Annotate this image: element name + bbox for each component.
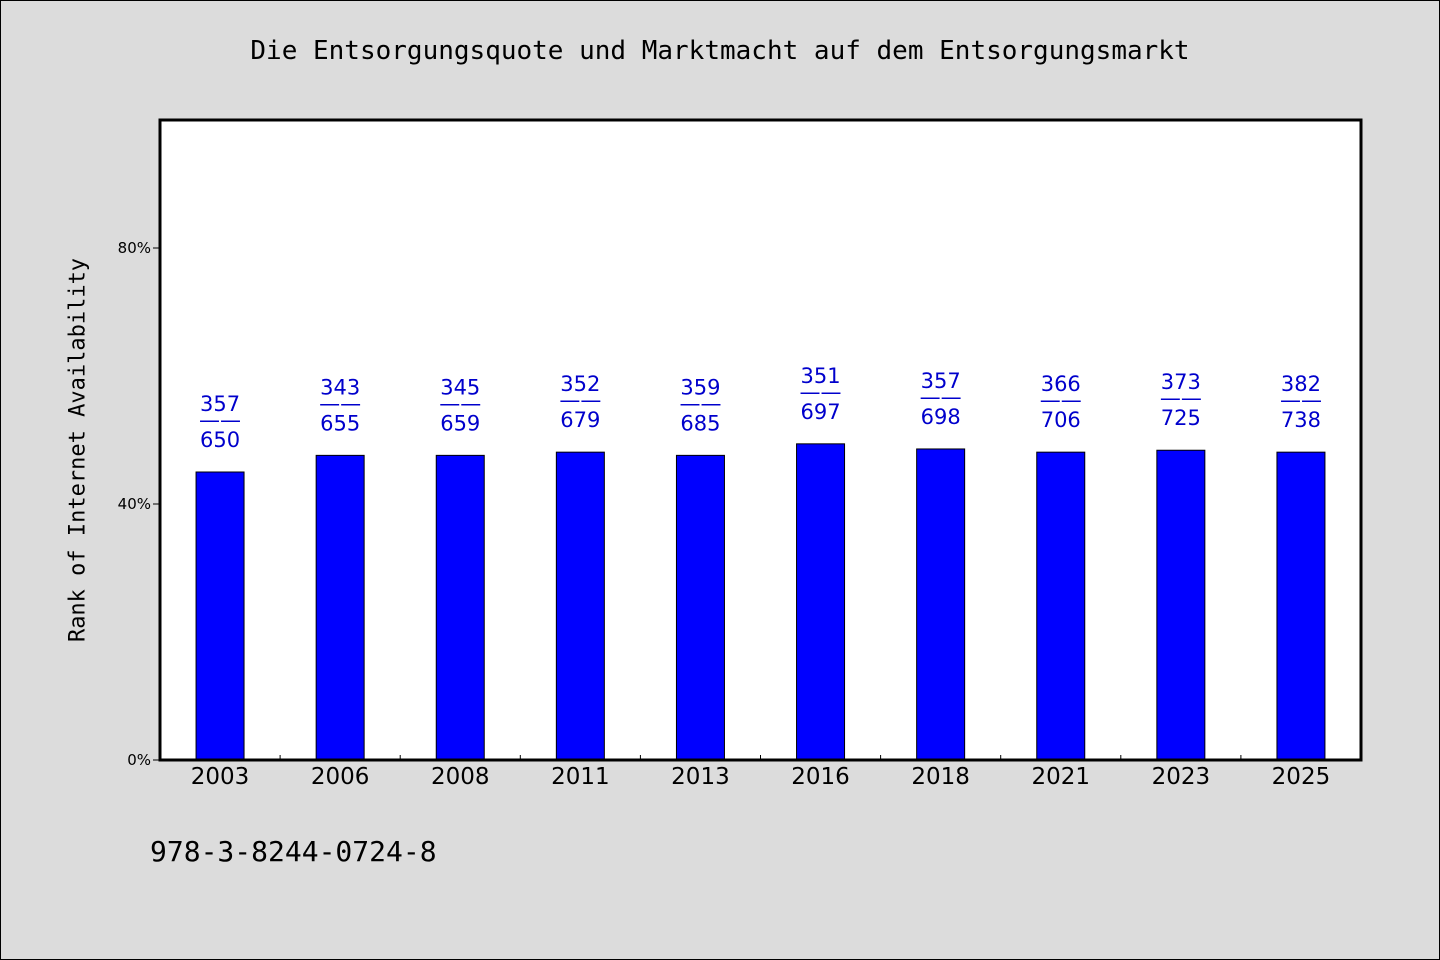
- data-label-top: 359: [680, 375, 720, 399]
- data-label-bottom: 706: [1041, 408, 1081, 432]
- x-tick-label: 2021: [1031, 764, 1090, 790]
- x-tick-label: 2023: [1152, 764, 1211, 790]
- data-label-separator: ——: [319, 391, 361, 415]
- data-label-bottom: 685: [680, 411, 720, 435]
- isbn-identifier: 978-3-8244-0724-8: [150, 835, 437, 868]
- data-label-bottom: 697: [801, 400, 841, 424]
- bar: [675, 454, 725, 761]
- y-tick-label: 80%: [118, 239, 151, 257]
- bar: [1156, 449, 1206, 761]
- data-label-top: 357: [921, 369, 961, 393]
- data-label-separator: ——: [1280, 388, 1322, 412]
- data-label-top: 382: [1281, 372, 1321, 396]
- bar: [796, 443, 846, 761]
- data-label-top: 366: [1041, 372, 1081, 396]
- x-tick-label: 2008: [431, 764, 490, 790]
- data-label-separator: ——: [199, 408, 241, 432]
- data-label-top: 352: [560, 372, 600, 396]
- x-tick-label: 2013: [671, 764, 730, 790]
- data-label-separator: ——: [439, 391, 481, 415]
- chart-title: Die Entsorgungsquote und Marktmacht auf …: [250, 36, 1190, 66]
- data-label-bottom: 738: [1281, 408, 1321, 432]
- bar: [916, 448, 966, 761]
- data-label-top: 373: [1161, 370, 1201, 394]
- data-label-separator: ——: [559, 388, 601, 412]
- data-label-separator: ——: [1160, 386, 1202, 410]
- data-label-separator: ——: [800, 380, 842, 404]
- x-tick-label: 2003: [191, 764, 250, 790]
- data-label-bottom: 725: [1161, 406, 1201, 430]
- y-tick-label: 40%: [118, 495, 151, 513]
- plot-border: [158, 118, 1363, 762]
- data-label-bottom: 659: [440, 411, 480, 435]
- x-tick-label: 2018: [911, 764, 970, 790]
- data-label-top: 345: [440, 375, 480, 399]
- data-label-bottom: 650: [200, 428, 240, 452]
- bar: [555, 451, 605, 761]
- x-tick-label: 2025: [1272, 764, 1331, 790]
- y-tick-label: 0%: [127, 751, 151, 769]
- data-label-top: 343: [320, 375, 360, 399]
- bar: [1276, 451, 1326, 761]
- bar: [315, 454, 365, 761]
- data-label-bottom: 655: [320, 411, 360, 435]
- data-label-top: 351: [801, 364, 841, 388]
- bar: [435, 454, 485, 761]
- data-label-separator: ——: [1040, 388, 1082, 412]
- data-label-separator: ——: [679, 391, 721, 415]
- data-label-bottom: 698: [921, 405, 961, 429]
- data-label-top: 357: [200, 392, 240, 416]
- x-tick-label: 2011: [551, 764, 610, 790]
- bar: [1036, 451, 1086, 761]
- x-tick-label: 2016: [791, 764, 850, 790]
- data-label-separator: ——: [920, 385, 962, 409]
- bar: [195, 471, 245, 761]
- x-tick-label: 2006: [311, 764, 370, 790]
- data-label-bottom: 679: [560, 408, 600, 432]
